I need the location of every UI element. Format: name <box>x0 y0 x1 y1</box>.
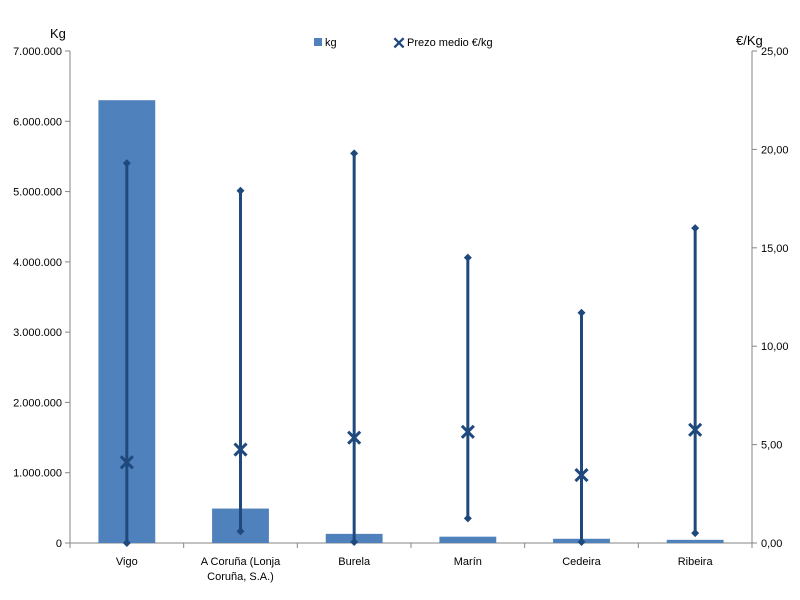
x-tick-label: A Coruña (Lonja <box>201 556 281 568</box>
price-high-marker <box>577 308 586 317</box>
x-tick-label: Coruña, S.A.) <box>207 571 274 583</box>
right-tick-label: 15,00 <box>761 243 789 255</box>
price-low-marker <box>463 514 472 523</box>
price-high-marker <box>350 149 359 158</box>
left-tick-label: 0 <box>56 538 62 550</box>
price-low-marker <box>691 529 700 538</box>
left-tick-label: 2.000.000 <box>13 397 62 409</box>
right-tick-label: 25,00 <box>761 46 789 58</box>
x-tick-label: Ribeira <box>678 556 714 568</box>
legend-label-price: Prezo medio €/kg <box>407 37 493 49</box>
x-tick-label: Marín <box>454 556 482 568</box>
legend-marker-price: ✕ <box>392 34 406 53</box>
price-low-marker <box>577 538 586 547</box>
bar <box>666 539 724 543</box>
legend-label-kg: kg <box>325 37 337 49</box>
left-axis-unit: Kg <box>50 26 66 41</box>
right-tick-label: 10,00 <box>761 341 789 353</box>
price-average-marker <box>574 468 589 483</box>
price-average-marker <box>233 442 248 457</box>
left-tick-label: 4.000.000 <box>13 257 62 269</box>
price-high-marker <box>691 224 700 233</box>
left-tick-label: 7.000.000 <box>13 46 62 58</box>
price-high-marker <box>236 186 245 195</box>
price-average-marker <box>119 455 134 470</box>
price-high-marker <box>463 253 472 262</box>
legend: kg ✕ Prezo medio €/kg <box>314 34 493 53</box>
left-tick-label: 1.000.000 <box>13 468 62 480</box>
plot-area: 0 1.000.000 2.000.000 3.000.000 4.000.000 5.0… <box>13 46 788 583</box>
price-average-marker <box>688 422 703 437</box>
x-tick-label: Vigo <box>116 556 138 568</box>
price-high-marker <box>122 159 131 168</box>
right-tick-label: 0,00 <box>761 538 782 550</box>
x-tick-label: Cedeira <box>562 556 601 568</box>
bar <box>439 536 497 543</box>
left-tick-label: 5.000.000 <box>13 187 62 199</box>
right-axis-unit: €/Kg <box>736 33 763 48</box>
left-tick-label: 6.000.000 <box>13 116 62 128</box>
price-low-marker <box>122 539 131 547</box>
right-tick-label: 20,00 <box>761 144 789 156</box>
left-tick-label: 3.000.000 <box>13 327 62 339</box>
right-tick-label: 5,00 <box>761 440 782 452</box>
legend-swatch-kg <box>314 38 322 46</box>
x-tick-label: Burela <box>338 556 371 568</box>
price-average-marker <box>347 430 362 445</box>
price-low-marker <box>350 538 359 547</box>
price-average-marker <box>460 424 475 439</box>
price-low-marker <box>236 527 245 536</box>
